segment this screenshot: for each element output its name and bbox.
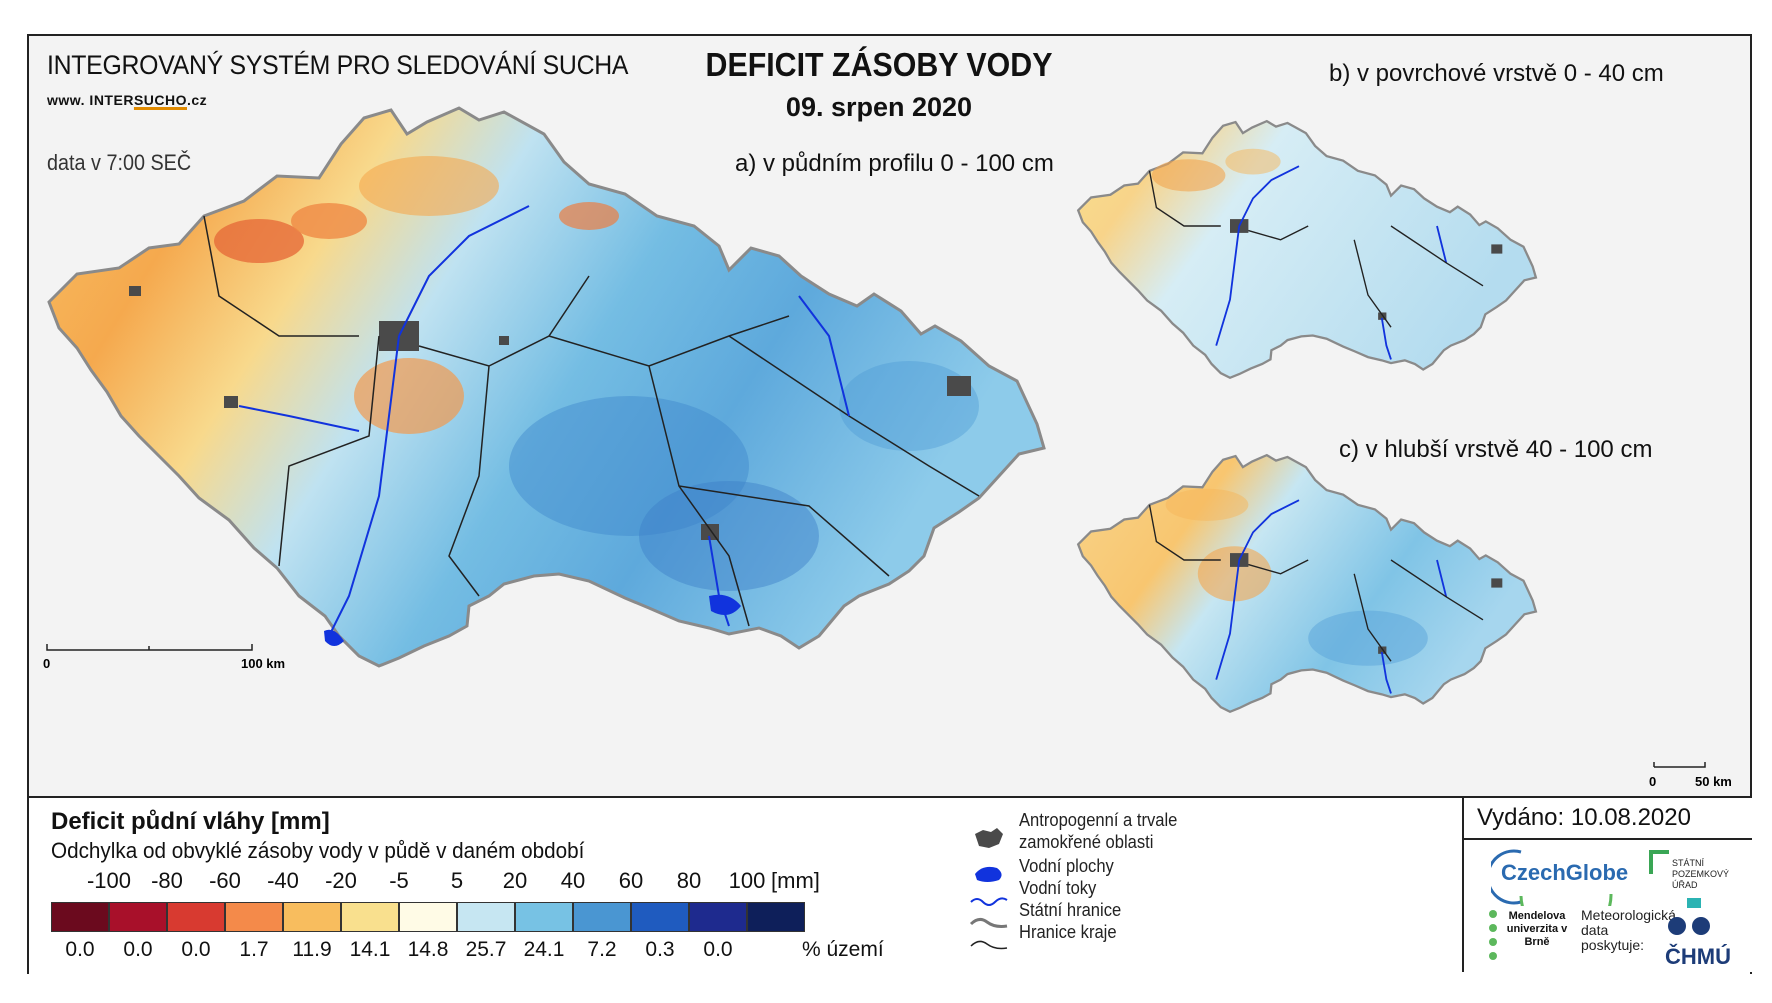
percent-label: % území: [802, 938, 884, 961]
system-title: INTEGROVANÝ SYSTÉM PRO SLEDOVÁNÍ SUCHA: [47, 50, 629, 80]
percent-value: 0.0: [65, 938, 95, 961]
percent-value: 25.7: [465, 938, 507, 961]
scale-tick: -5: [389, 868, 409, 893]
map-a: 0 100 km: [43, 106, 1046, 671]
percent-value: 7.2: [587, 938, 617, 961]
color-swatch: [515, 902, 573, 932]
scale-bar-small: 0 50 km: [1649, 762, 1732, 789]
map-date: 09. srpen 2020: [785, 92, 973, 122]
percent-value: 24.1: [523, 938, 565, 961]
urban-area-icon: [975, 828, 1003, 848]
scale-tick: 40: [560, 868, 586, 893]
scale-tick: -20: [325, 868, 357, 893]
spu-logo-icon: [1649, 850, 1669, 874]
czechglobe-logo-icon: [1491, 849, 1613, 906]
scale-tick: -100: [86, 868, 132, 893]
legend-state-border: Státní hranice: [1019, 900, 1122, 920]
color-swatch: [747, 902, 805, 932]
scale-tick: -80: [151, 868, 183, 893]
scale-end-small: 50 km: [1695, 774, 1732, 789]
scale-end-main: 100 km: [241, 656, 285, 671]
map-sheet: 0 100 km 0: [27, 34, 1752, 974]
legend-subtitle: Odchylka od obvyklé zásoby vody v půdě v…: [51, 838, 585, 863]
scale-bar-main: [46, 644, 253, 651]
main-title: DEFICIT ZÁSOBY VODY: [705, 46, 1053, 83]
maps-canvas: 0 100 km 0: [43, 106, 1732, 789]
percent-value: 0.0: [181, 938, 211, 961]
map-b-label: b) v povrchové vrstvě 0 - 40 cm: [1329, 60, 1664, 87]
map-a-label: a) v půdním profilu 0 - 100 cm: [735, 150, 1054, 177]
chmu-logo: ČHMÚ: [1665, 944, 1731, 969]
percent-value: 1.7: [239, 938, 269, 961]
percent-value: 14.8: [407, 938, 449, 961]
color-swatch: [167, 902, 225, 932]
percent-value: 11.9: [292, 938, 332, 961]
scale-tick: 80: [676, 868, 702, 893]
color-swatch: [689, 902, 747, 932]
symbol-legend-icons: [969, 828, 1008, 950]
percent-value: 14.1: [349, 938, 391, 961]
scale-zero-small: 0: [1649, 774, 1656, 789]
mendel-dots-icon: [1489, 910, 1497, 960]
scale-unit: [mm]: [771, 868, 820, 893]
color-swatch: [457, 902, 515, 932]
legend-water-body: Vodní plochy: [1019, 856, 1114, 876]
color-swatch: [399, 902, 457, 932]
state-border-icon: [969, 917, 1008, 928]
percent-value: 0.3: [645, 938, 675, 961]
region-border-icon: [970, 940, 1008, 950]
legend-region-border: Hranice kraje: [1019, 922, 1117, 942]
scale-tick: 100: [728, 868, 766, 893]
meteo-data-label: Meteorologická data poskytuje:: [1581, 907, 1676, 953]
color-swatch: [51, 902, 109, 932]
scale-tick: -40: [267, 868, 299, 893]
scale-tick: 20: [502, 868, 528, 893]
color-swatch: [573, 902, 631, 932]
legend-river: Vodní toky: [1019, 878, 1097, 898]
data-time: data v 7:00 SEČ: [47, 150, 192, 175]
color-swatch: [631, 902, 689, 932]
chmu-logo-icon: [1668, 898, 1710, 935]
czechglobe-logo: CzechGlobe: [1501, 860, 1629, 885]
map-c: [1077, 453, 1538, 713]
color-swatch: [341, 902, 399, 932]
percent-value: 0.0: [703, 938, 733, 961]
scale-zero-main: 0: [43, 656, 50, 671]
map-b: [1077, 119, 1538, 379]
color-swatch: [109, 902, 167, 932]
map-c-label: c) v hlubší vrstvě 40 - 100 cm: [1339, 436, 1653, 463]
legend-urban-line2: zamokřené oblasti: [1019, 832, 1154, 852]
color-swatch: [225, 902, 283, 932]
issued-box: [1462, 798, 1752, 840]
scale-tick: -60: [209, 868, 241, 893]
issued-date: Vydáno: 10.08.2020: [1477, 804, 1691, 831]
legend-panel: Deficit půdní vláhy [mm] Odchylka od obv…: [29, 796, 1752, 974]
logos-panel: [1462, 840, 1752, 972]
scale-tick: 60: [618, 868, 644, 893]
website-link[interactable]: www. INTERSUCHO.cz: [47, 92, 208, 108]
legend-title: Deficit půdní vláhy [mm]: [51, 808, 330, 835]
color-swatch: [283, 902, 341, 932]
mendel-logo: Mendelova univerzita v Brně: [1506, 910, 1568, 948]
spu-logo: STÁTNÍ POZEMKOVÝ ÚŘAD: [1672, 858, 1730, 890]
legend-urban-line1: Antropogenní a trvale: [1019, 810, 1178, 830]
percent-value: 0.0: [123, 938, 153, 961]
river-icon: [970, 897, 1008, 906]
scale-tick: 5: [450, 868, 464, 893]
water-body-icon: [975, 866, 1002, 882]
